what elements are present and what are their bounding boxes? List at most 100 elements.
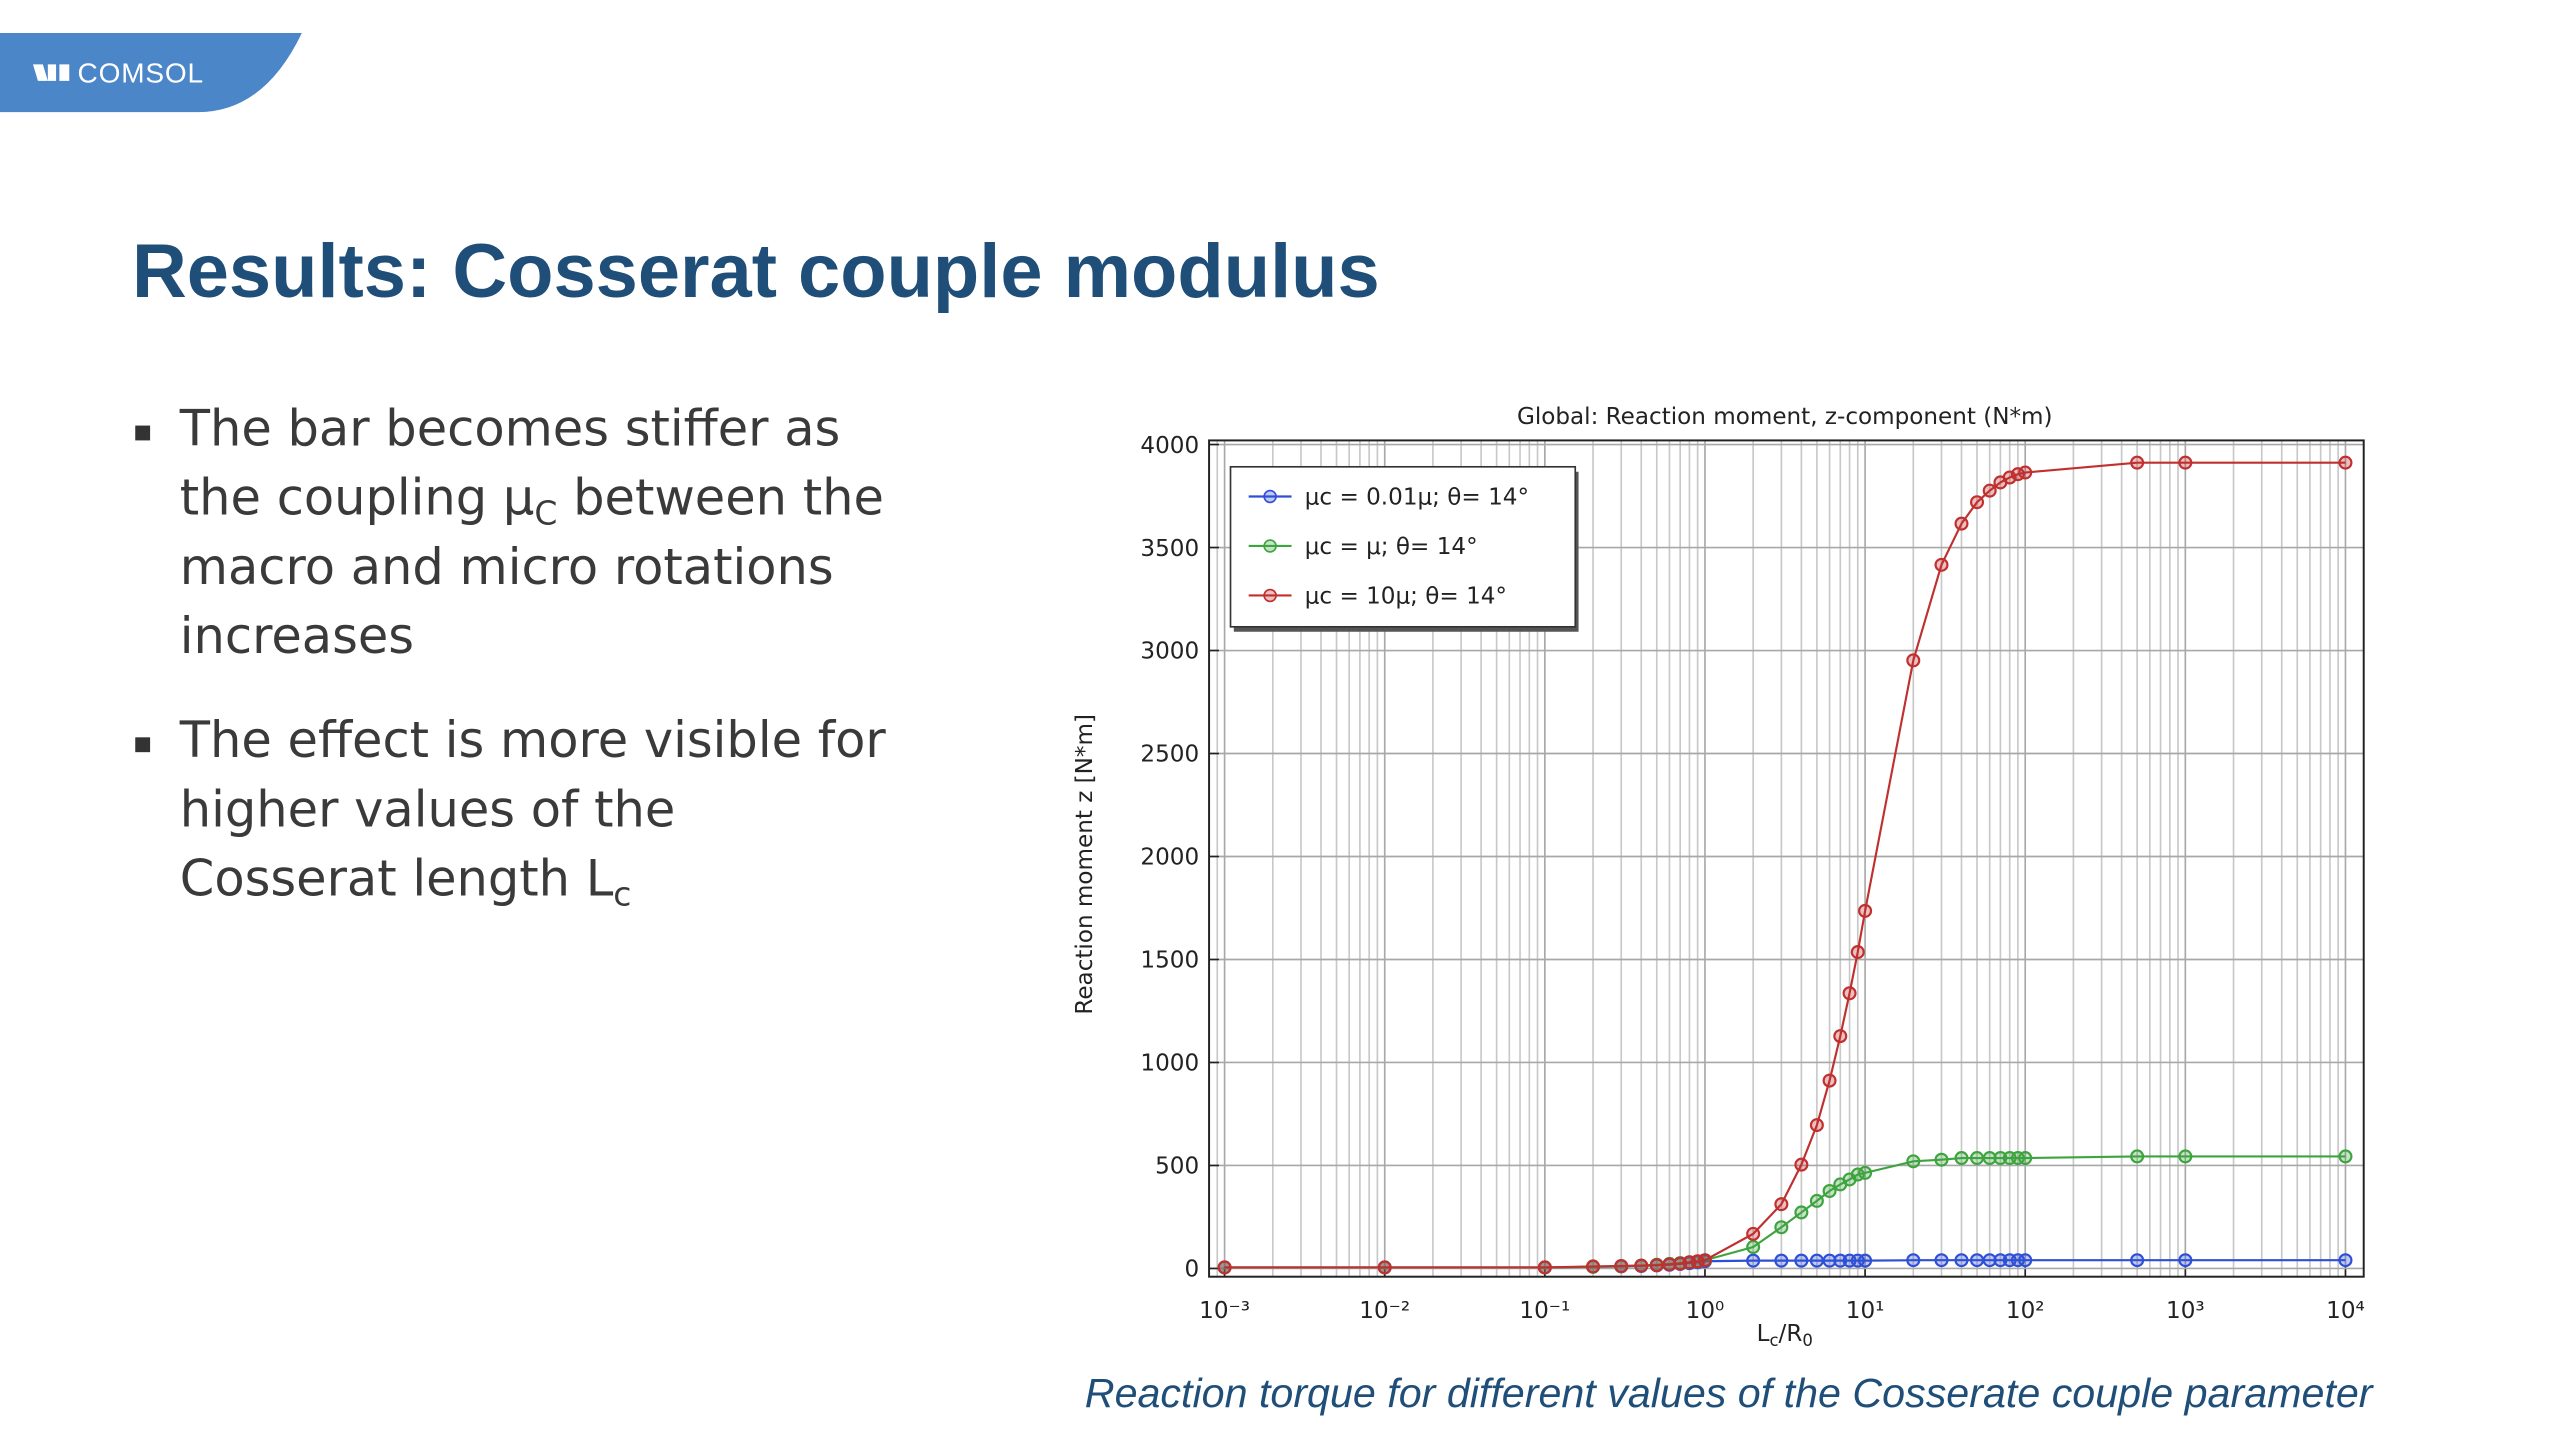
- data-point: [2130, 1149, 2145, 1164]
- data-point: [2130, 1253, 2145, 1268]
- y-tick-label: 3500: [1140, 536, 1199, 562]
- data-point: [1858, 903, 1873, 918]
- bullet-line: The effect is more visible for: [179, 711, 887, 769]
- subscript: 0: [1802, 1331, 1813, 1350]
- bullet-line: macro and micro rotations: [180, 538, 834, 596]
- caption: Reaction torque for different values of …: [1085, 1370, 2375, 1416]
- bullet-line: the coupling μC between the: [180, 469, 884, 533]
- data-point: [1697, 1253, 1712, 1268]
- x-axis-label: Lc/R0: [1757, 1321, 1813, 1350]
- data-point: [1934, 1152, 1949, 1167]
- bullet-line: Cosserat length Lc: [180, 850, 632, 914]
- x-tick-label: 10⁰: [1686, 1298, 1725, 1324]
- y-tick-label: 2000: [1140, 845, 1199, 871]
- data-point: [1217, 1260, 1232, 1275]
- x-tick-label: 10³: [2166, 1298, 2205, 1324]
- subscript: c: [613, 875, 631, 914]
- text-segment: between the: [557, 469, 884, 527]
- y-tick-label: 4000: [1140, 433, 1199, 459]
- data-point: [1774, 1197, 1789, 1212]
- data-point: [1858, 1165, 1873, 1180]
- data-point: [1934, 557, 1949, 572]
- text-segment: L: [1757, 1321, 1770, 1347]
- x-tick-label: 10⁴: [2326, 1298, 2365, 1324]
- data-point: [2338, 455, 2353, 470]
- data-point: [1649, 1258, 1664, 1273]
- data-point: [1970, 495, 1985, 510]
- data-point: [1377, 1260, 1392, 1275]
- data-point: [1822, 1073, 1837, 1088]
- x-tick-label: 10⁻¹: [1519, 1298, 1570, 1324]
- data-point: [1842, 986, 1857, 1001]
- logo-tab: [0, 32, 302, 113]
- data-point: [2130, 455, 2145, 470]
- data-point: [1934, 1253, 1949, 1268]
- data-point: [1586, 1259, 1601, 1274]
- data-point: [2338, 1253, 2353, 1268]
- chart-title: Global: Reaction moment, z-component (N*…: [1517, 404, 2053, 430]
- data-point: [1774, 1253, 1789, 1268]
- legend-marker: [1263, 539, 1277, 553]
- data-point: [1954, 1151, 1969, 1166]
- data-point: [1858, 1253, 1873, 1268]
- legend-label: μc = 0.01μ; θ= 14°: [1305, 485, 1529, 511]
- subscript: C: [534, 494, 557, 533]
- data-point: [1906, 1154, 1921, 1169]
- text-segment: /R: [1779, 1321, 1803, 1347]
- data-point: [1794, 1253, 1809, 1268]
- plot-frame: [1208, 439, 2365, 1278]
- data-point: [2178, 1149, 2193, 1164]
- data-point: [1822, 1253, 1837, 1268]
- data-point: [1537, 1260, 1552, 1275]
- data-point: [1970, 1253, 1985, 1268]
- slide-title: Results: Cosserat couple modulus: [132, 229, 1380, 314]
- data-point: [1809, 1193, 1824, 1208]
- y-axis-label: Reaction moment z [N*m]: [1072, 714, 1098, 1015]
- bullet-marker: [135, 425, 151, 441]
- legend-marker: [1263, 588, 1277, 603]
- text-segment: Cosserat length L: [180, 850, 614, 908]
- legend-label: μc = 10μ; θ= 14°: [1305, 584, 1507, 610]
- subscript: c: [1769, 1331, 1778, 1350]
- data-point: [2018, 1151, 2033, 1166]
- data-point: [1794, 1157, 1809, 1172]
- text-segment: The effect is more visible for: [179, 711, 887, 769]
- data-point: [1982, 1151, 1997, 1166]
- data-point: [1970, 1151, 1985, 1166]
- y-tick-label: 1500: [1140, 948, 1199, 974]
- text-segment: increases: [180, 607, 414, 665]
- bullet-line: increases: [180, 607, 414, 665]
- bullet-line: The bar becomes stiffer as: [179, 399, 841, 457]
- y-tick-label: 500: [1155, 1154, 1199, 1180]
- data-point: [2018, 1253, 2033, 1268]
- data-point: [1954, 1253, 1969, 1268]
- logo-text: COMSOL: [78, 57, 204, 88]
- data-point: [2178, 1253, 2193, 1268]
- legend-marker: [1263, 489, 1277, 504]
- data-point: [1906, 653, 1921, 668]
- data-point: [2338, 1149, 2353, 1164]
- text-segment: The bar becomes stiffer as: [179, 399, 841, 457]
- text-segment: macro and micro rotations: [180, 538, 834, 596]
- data-point: [1809, 1118, 1824, 1133]
- data-point: [1634, 1258, 1649, 1273]
- y-tick-label: 3000: [1140, 639, 1199, 665]
- x-tick-label: 10⁻³: [1199, 1298, 1250, 1324]
- data-point: [1982, 1253, 1997, 1268]
- data-point: [2018, 465, 2033, 480]
- data-point: [1794, 1205, 1809, 1220]
- data-point: [1746, 1253, 1761, 1268]
- data-point: [1746, 1226, 1761, 1241]
- data-point: [1774, 1220, 1789, 1235]
- y-tick-label: 0: [1184, 1257, 1199, 1283]
- x-tick-label: 10²: [2006, 1298, 2045, 1324]
- data-point: [2178, 455, 2193, 470]
- legend-label: μc = μ; θ= 14°: [1305, 534, 1478, 560]
- bullet-line: higher values of the: [180, 780, 676, 838]
- data-point: [1982, 483, 1997, 498]
- data-point: [1850, 945, 1865, 960]
- y-tick-label: 1000: [1140, 1051, 1199, 1077]
- data-point: [1822, 1184, 1837, 1199]
